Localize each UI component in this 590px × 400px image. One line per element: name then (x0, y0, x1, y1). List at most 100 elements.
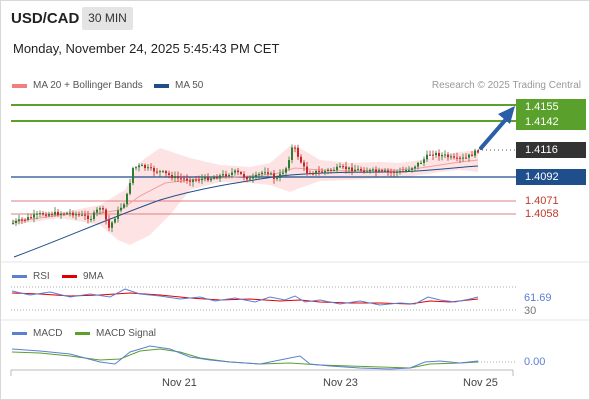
candle-body (117, 210, 119, 219)
candle-body (45, 214, 47, 216)
level-label-s1: 1.4071 (525, 195, 559, 207)
candle-body (393, 171, 395, 173)
candle-body (192, 179, 194, 182)
legend-swatch-bollinger (12, 83, 27, 88)
legend-ma50: MA 50 (154, 80, 203, 91)
candle-body (150, 167, 152, 169)
candle-body (411, 168, 413, 170)
candle-body (228, 175, 230, 176)
legend-swatch-rsi (12, 275, 27, 278)
candle-body (264, 172, 266, 174)
candle-body (435, 152, 437, 156)
candle-body (114, 218, 116, 223)
symbol-title: USD/CAD (11, 10, 80, 27)
candle-body (165, 171, 167, 174)
candle-body (456, 157, 458, 159)
candle-body (282, 172, 284, 174)
candle-body (255, 174, 257, 178)
forecast-arrow-head (498, 106, 515, 124)
candle-body (168, 173, 170, 175)
candle-body (102, 208, 104, 210)
candle-body (27, 217, 29, 220)
candle-body (201, 178, 203, 181)
legend-swatch-macd (12, 332, 27, 335)
candle-body (180, 178, 182, 180)
candle-body (396, 171, 398, 173)
candle-body (447, 154, 449, 158)
candle-body (153, 168, 155, 172)
ma50-line (13, 165, 479, 258)
candle-body (450, 156, 452, 158)
candle-body (123, 204, 125, 208)
candle-body (336, 166, 338, 170)
legend-macd-label: MACD (33, 328, 63, 339)
candle-body (54, 211, 56, 215)
candle-body (129, 183, 131, 194)
candle-body (135, 167, 137, 169)
legend-bollinger-label: MA 20 + Bollinger Bands (33, 80, 143, 91)
forecast-arrow-shaft (479, 115, 510, 150)
candle-body (144, 164, 146, 168)
candle-body (252, 177, 254, 179)
legend-macd: MACD (12, 328, 62, 339)
candle-body (351, 167, 353, 172)
candle-body (207, 176, 209, 181)
level-label-r2: 1.4155 (516, 99, 586, 115)
candle-body (339, 166, 341, 168)
candle-body (273, 173, 275, 179)
candle-body (126, 193, 128, 205)
candle-body (372, 169, 374, 171)
candle-body (318, 171, 320, 172)
candle-body (237, 170, 239, 173)
candle-body (141, 164, 143, 166)
candle-body (213, 177, 215, 179)
candle-body (66, 212, 68, 214)
candle-body (402, 171, 404, 172)
candle-body (315, 171, 317, 174)
candle-body (96, 209, 98, 213)
candle-body (48, 213, 50, 216)
candle-body (417, 162, 419, 167)
candle-body (198, 179, 200, 181)
macd-signal-line (11, 348, 479, 369)
candle-body (312, 173, 314, 175)
candle-body (246, 177, 248, 180)
candle-body (414, 166, 416, 169)
candle-body (303, 162, 305, 167)
candle-body (471, 154, 473, 156)
timestamp: Monday, November 24, 2025 5:45:43 PM CET (13, 41, 280, 56)
candle-body (93, 212, 95, 219)
price-candles (12, 144, 479, 232)
candle-body (36, 213, 38, 215)
candle-body (189, 180, 191, 182)
level-label-s2: 1.4058 (525, 208, 559, 220)
candle-body (438, 152, 440, 157)
legend-rsi-ma: 9MA (62, 271, 104, 282)
timeframe-button[interactable]: 30 MIN (82, 7, 133, 30)
candle-body (297, 147, 299, 157)
candle-body (462, 157, 464, 159)
macd-value-label: 0.00 (524, 356, 546, 368)
candle-body (300, 156, 302, 163)
candle-body (63, 213, 65, 215)
candle-body (426, 154, 428, 160)
candle-body (309, 173, 311, 174)
rsi-line (11, 288, 479, 306)
candle-body (24, 219, 26, 221)
x-tick-label: Nov 25 (463, 377, 498, 389)
credit-text: Research © 2025 Trading Central (431, 80, 581, 91)
candle-body (174, 176, 176, 178)
candle-body (267, 172, 269, 174)
candle-body (474, 150, 476, 156)
candle-body (156, 171, 158, 173)
candle-body (444, 154, 446, 156)
candle-body (363, 170, 365, 173)
candle-body (138, 165, 140, 168)
rsi-ma-line (11, 292, 479, 305)
candle-body (327, 169, 329, 171)
candle-body (306, 166, 308, 173)
legend-ma50-label: MA 50 (175, 80, 204, 91)
candle-body (399, 171, 401, 172)
candle-body (423, 159, 425, 163)
candle-body (78, 214, 80, 216)
